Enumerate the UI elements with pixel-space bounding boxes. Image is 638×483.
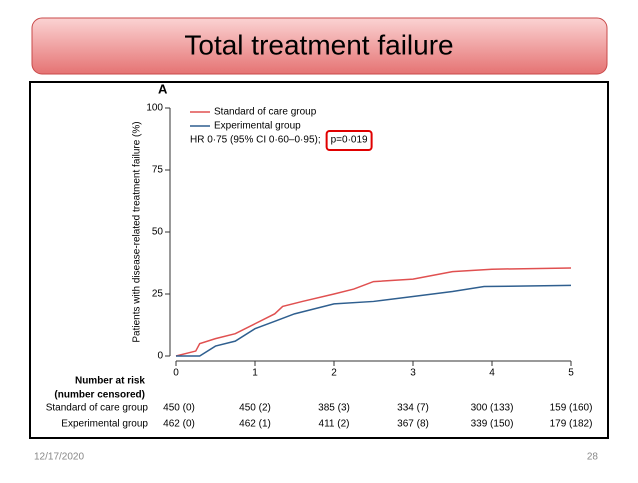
annotation: HR 0·75 (95% CI 0·60–0·95);	[190, 135, 321, 146]
legend-label: Experimental group	[214, 121, 301, 132]
series-line	[175, 267, 572, 357]
x-tick-label: 5	[568, 368, 574, 379]
risk-value: 339 (150)	[471, 419, 514, 430]
x-tick-label: 4	[489, 368, 495, 379]
footer-page: 28	[587, 452, 599, 463]
risk-value: 411 (2)	[319, 419, 350, 430]
y-axis-label: Patients with disease-related treatment …	[132, 121, 143, 342]
y-tick-label: 75	[152, 165, 164, 176]
chart-frame	[29, 81, 609, 439]
highlight-box	[325, 130, 373, 151]
legend-label: Standard of care group	[214, 107, 317, 118]
panel-label: A	[158, 81, 168, 96]
risk-row-label: Standard of care group	[46, 403, 149, 414]
title-box	[31, 17, 608, 75]
y-tick-label: 50	[152, 227, 164, 238]
y-tick-label: 0	[157, 351, 163, 362]
x-tick-label: 3	[410, 368, 416, 379]
x-tick-label: 0	[173, 368, 179, 379]
x-tick-label: 2	[331, 368, 337, 379]
risk-value: 462 (0)	[163, 419, 195, 430]
risk-row-label: Experimental group	[61, 419, 148, 430]
footer-date: 12/17/2020	[34, 452, 84, 463]
risk-value: 300 (133)	[471, 403, 514, 414]
risk-value: 450 (2)	[239, 403, 271, 414]
y-tick-label: 100	[146, 103, 163, 114]
risk-value: 450 (0)	[163, 403, 195, 414]
x-tick-label: 1	[252, 368, 258, 379]
y-tick-label: 25	[152, 289, 164, 300]
annotation: p=0·019	[331, 135, 368, 146]
risk-table-title: (number censored)	[54, 390, 145, 401]
risk-value: 179 (182)	[550, 419, 593, 430]
risk-value: 159 (160)	[550, 403, 593, 414]
risk-value: 462 (1)	[239, 419, 271, 430]
slide-title: Total treatment failure	[184, 29, 453, 60]
risk-value: 334 (7)	[397, 403, 429, 414]
risk-value: 385 (3)	[318, 403, 350, 414]
risk-value: 367 (8)	[397, 419, 429, 430]
risk-table-title: Number at risk	[75, 376, 145, 387]
series-line	[176, 284, 572, 357]
